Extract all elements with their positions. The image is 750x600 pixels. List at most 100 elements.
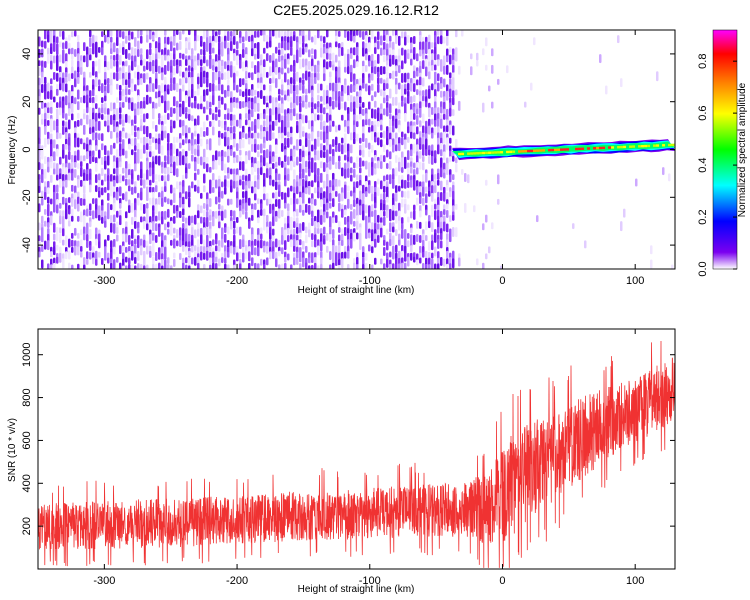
spectrogram-cell <box>434 53 437 61</box>
spectrogram-cell <box>293 211 296 218</box>
spectrogram-cell <box>404 36 407 46</box>
spectrogram-cell <box>179 52 182 59</box>
spectrogram-cell <box>101 210 104 218</box>
spectrogram-cell <box>107 36 110 44</box>
spectrogram-cell <box>431 252 434 259</box>
spectrogram-cell <box>50 106 53 114</box>
spectrogram-cell <box>218 130 221 138</box>
spectrogram-cell <box>77 154 80 161</box>
spectrogram-cell <box>437 73 440 82</box>
spectrogram-cell <box>110 72 113 82</box>
spectrogram-cell <box>344 78 347 86</box>
spectrogram-cell <box>143 125 146 135</box>
spectrogram-cell <box>329 82 332 91</box>
spectrogram-cell <box>365 252 368 261</box>
spectrogram-cell <box>356 61 359 68</box>
spectrogram-cell <box>272 156 275 163</box>
spectrogram-cell <box>443 204 446 211</box>
spectrogram-cell <box>227 264 230 269</box>
spectrogram-cell <box>278 132 281 139</box>
spectrogram-cell <box>212 119 215 127</box>
spectrogram-cell <box>305 160 308 168</box>
spectrogram-cell <box>272 53 275 64</box>
spectrogram-cell <box>398 35 401 46</box>
spectrogram-cell <box>62 42 65 50</box>
spectrogram-cell <box>344 162 347 170</box>
spectrogram-cell <box>119 84 122 91</box>
spectrogram-cell <box>62 30 65 40</box>
spectrogram-cell <box>113 214 116 223</box>
spectrogram-cell <box>89 71 92 78</box>
spectrogram-cell <box>413 132 416 140</box>
spectrogram-cell <box>173 204 176 214</box>
spectrogram-cell <box>56 119 59 128</box>
spectrogram-cell <box>425 126 428 136</box>
spectrogram-cell <box>335 178 338 188</box>
spectrogram-cell <box>281 142 284 152</box>
spectrogram-cell <box>254 103 257 113</box>
spectrogram-cell <box>407 95 410 104</box>
spectrogram-cell <box>188 191 191 198</box>
spectrogram-cell <box>425 66 428 77</box>
spectrogram-cell <box>269 232 272 240</box>
spectrogram-cell <box>305 226 308 234</box>
spectrogram-cell <box>212 187 215 194</box>
spectrogram-cell <box>191 154 194 162</box>
spectrogram-cell <box>266 214 269 222</box>
spectrogram-cell <box>410 227 413 234</box>
spectrogram-cell <box>224 89 227 98</box>
spectrogram-cell <box>152 173 155 183</box>
spectrogram-cell <box>263 142 266 149</box>
spectrogram-cell <box>239 78 242 88</box>
spectrogram-cell <box>173 136 176 144</box>
spectrogram-cell <box>320 114 323 122</box>
spectrogram-cell <box>98 133 101 141</box>
spectrogram-cell <box>47 138 50 145</box>
spectrogram-cell <box>302 192 305 199</box>
spectrogram-cell <box>155 124 158 132</box>
spectrogram-cell <box>59 41 62 48</box>
spectrogram-cell <box>170 199 173 206</box>
spectrogram-cell <box>302 240 305 250</box>
spectrogram-cell <box>203 209 206 217</box>
spectrogram-cell <box>248 72 251 79</box>
spectrogram-cell <box>101 258 104 266</box>
spectrogram-cell <box>671 264 674 269</box>
spectrogram-cell <box>395 244 398 253</box>
spectrogram-cell <box>59 30 62 37</box>
spectrogram-cell <box>185 77 188 84</box>
spectrogram-cell <box>248 131 251 140</box>
spectrogram-cell <box>197 262 200 269</box>
spectrogram-cell <box>263 264 266 269</box>
spectrogram-cell <box>314 168 317 175</box>
spectrogram-cell <box>362 133 365 143</box>
spectrogram-cell <box>434 232 437 243</box>
spectrogram-cell <box>113 168 116 175</box>
spectrogram-cell <box>113 42 116 53</box>
spectrogram-cell <box>191 102 194 109</box>
spectrogram-cell <box>290 148 293 158</box>
spectrogram-cell <box>143 58 146 66</box>
spectrogram-cell <box>404 88 407 95</box>
spectrogram-cell <box>353 258 356 265</box>
spectrogram-cell <box>71 246 74 253</box>
spectrogram-cell <box>362 246 365 254</box>
spectrogram-cell <box>119 245 122 255</box>
spectrogram-cell <box>47 166 50 173</box>
spectrogram-cell <box>167 100 170 111</box>
spectrogram-cell <box>392 174 395 181</box>
spectrogram-cell <box>203 162 206 170</box>
spectrogram-cell <box>254 187 257 196</box>
spectrogram-cell <box>341 114 344 121</box>
spectrogram-cell <box>344 226 347 236</box>
spectrogram-cell <box>455 89 458 96</box>
spectrogram-cell <box>158 226 161 237</box>
spectrogram-cell <box>323 180 326 189</box>
spectrogram-cell <box>242 36 245 43</box>
snr-frame <box>37 328 676 570</box>
spectrogram-cell <box>143 257 146 267</box>
spectrogram-cell <box>104 85 107 93</box>
spectrogram-cell <box>419 210 422 218</box>
spectrogram-cell <box>347 168 350 179</box>
